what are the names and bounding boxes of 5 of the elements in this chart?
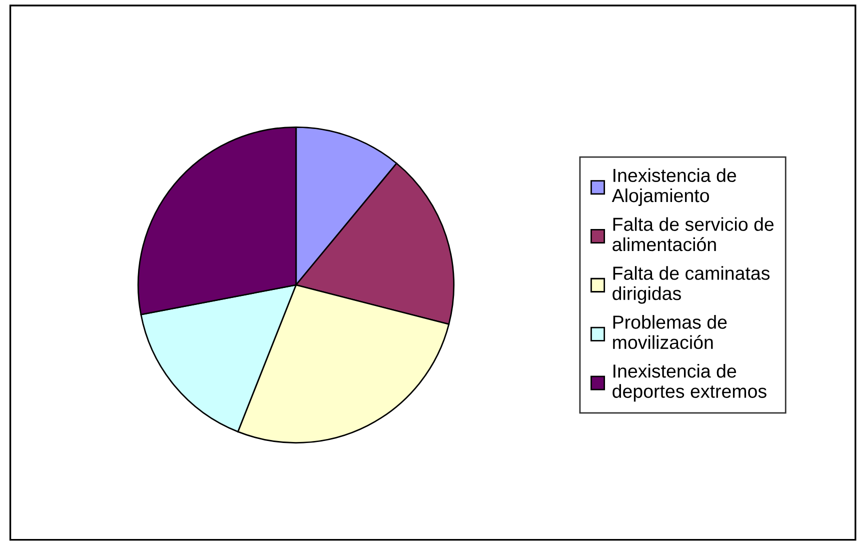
legend-label: Falta de caminatas dirigidas bbox=[612, 266, 770, 304]
legend-label: Problemas de movilización bbox=[613, 315, 727, 350]
legend-label: Inexistencia de Alojamiento bbox=[612, 168, 736, 206]
legend-label: Inexistencia de deportes extremos bbox=[612, 364, 766, 402]
legend-label: Falta de servicio de alimentación bbox=[612, 217, 774, 252]
